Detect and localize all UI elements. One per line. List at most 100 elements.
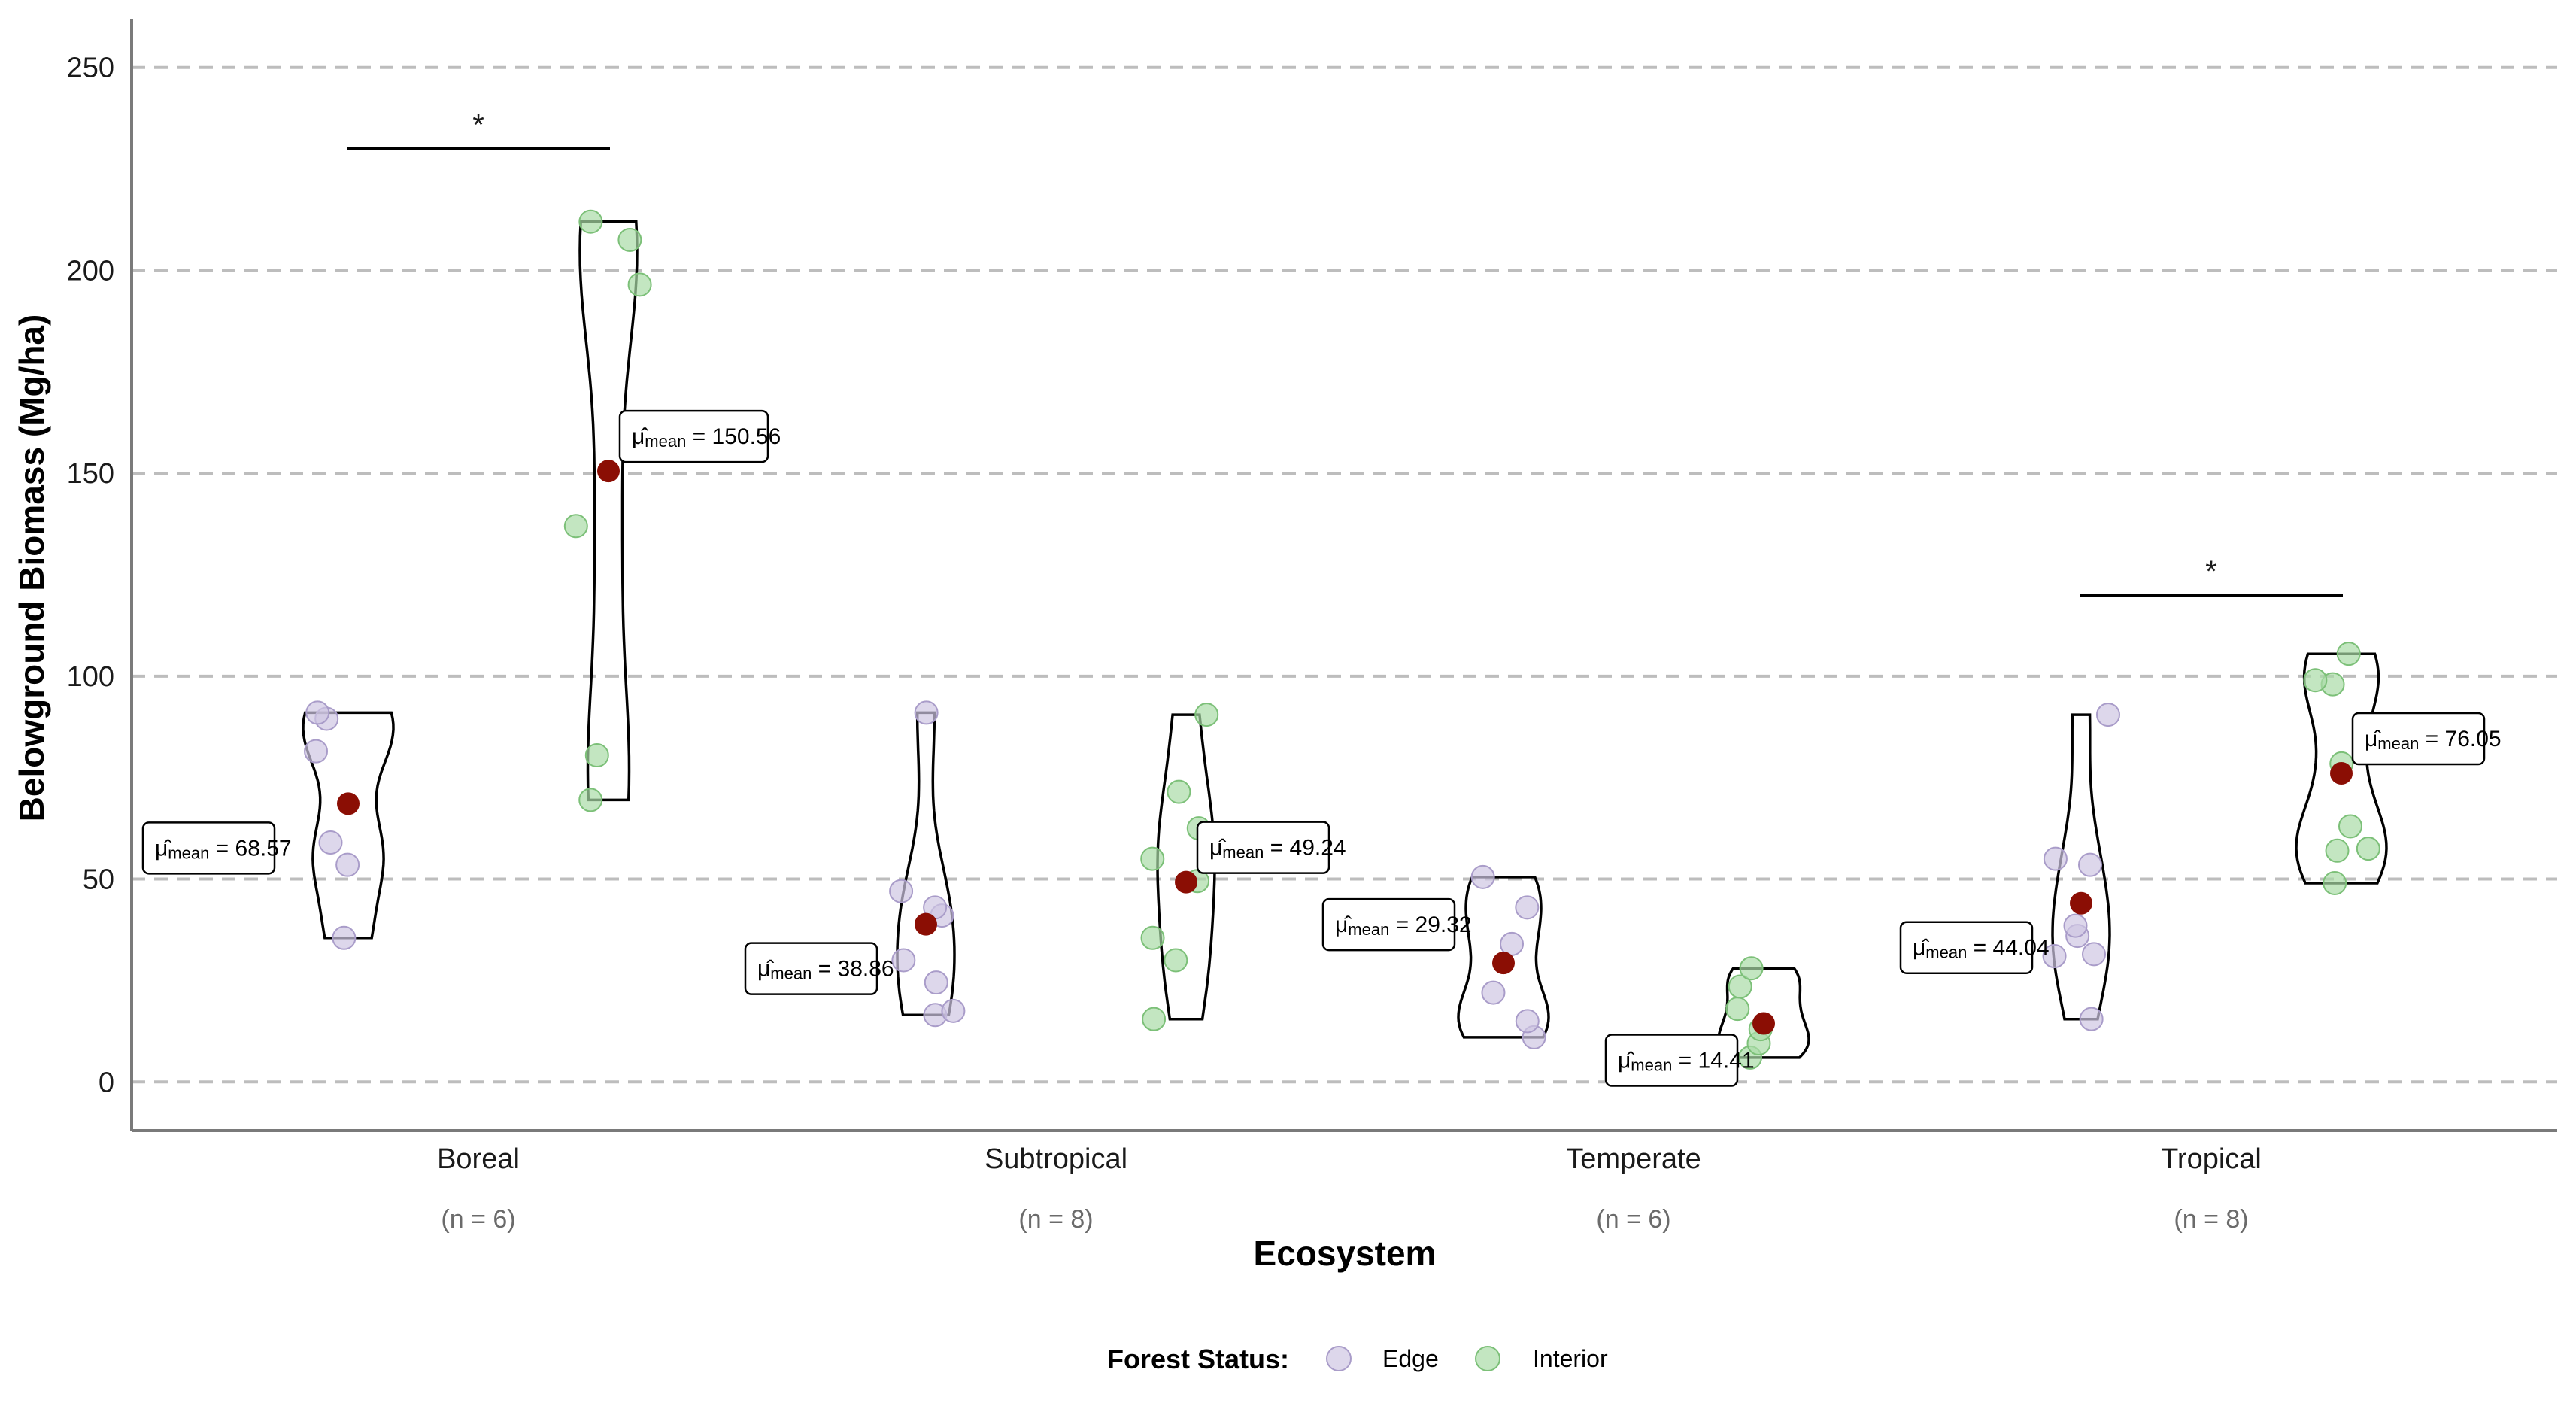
legend: Forest Status: Edge Interior — [1107, 1344, 1608, 1374]
data-point-interior — [1728, 974, 1752, 999]
data-point-edge — [924, 970, 948, 995]
axes: 0 50 100 150 200 250 Boreal (n = 6) Subtropical (… — [67, 19, 2557, 1234]
data-point-edge — [891, 948, 916, 973]
y-axis-title: Belowground Biomass (Mg/ha) — [12, 314, 51, 822]
mean-label-text: μ̂mean = 14.41 — [1618, 1049, 1755, 1075]
data-point-edge — [332, 925, 357, 950]
mean-label-text: μ̂mean = 150.56 — [632, 424, 781, 451]
mean-point — [1492, 952, 1515, 975]
mean-label-text: μ̂mean = 49.24 — [1209, 836, 1346, 862]
data-point-interior — [1167, 779, 1191, 804]
significance-brackets: ** — [347, 109, 2343, 597]
data-point-interior — [2336, 642, 2361, 666]
data-point-edge — [304, 739, 329, 764]
data-point-interior — [2338, 814, 2362, 839]
data-point-interior — [1140, 925, 1165, 950]
mean-point — [1752, 1012, 1775, 1035]
grid-lines — [132, 65, 2557, 1084]
sample-size-label: (n = 8) — [1018, 1205, 1093, 1234]
violin-interior — [1156, 713, 1216, 1021]
significance-label: * — [472, 109, 484, 142]
mean-label-box — [1321, 897, 1456, 952]
mean-label-edge: μ̂mean = 38.86 — [744, 942, 894, 995]
data-point-edge — [889, 879, 914, 903]
mean-label-text: μ̂mean = 68.57 — [155, 836, 292, 862]
data-point-edge — [1500, 931, 1525, 956]
sample-size-label: (n = 6) — [1596, 1205, 1670, 1234]
data-point-interior — [1739, 956, 1764, 981]
mean-label-edge: μ̂mean = 44.04 — [1899, 921, 2050, 974]
data-point-edge — [318, 830, 343, 855]
data-point-edge — [2042, 944, 2067, 969]
data-point-interior — [1194, 703, 1219, 727]
data-point-interior — [2323, 870, 2347, 895]
data-point-interior — [627, 272, 652, 297]
data-point-edge — [2095, 703, 2120, 727]
mean-label-box — [1196, 821, 1330, 874]
data-points — [304, 209, 2380, 1070]
violin-interior — [2295, 652, 2388, 885]
violin-interior — [1717, 967, 1810, 1059]
data-point-interior — [2356, 837, 2380, 861]
data-point-edge — [2063, 913, 2088, 938]
mean-label-box — [744, 942, 878, 995]
mean-label-interior: μ̂mean = 49.24 — [1196, 821, 1346, 874]
sample-size-label: (n = 8) — [2174, 1205, 2248, 1234]
data-point-interior — [2325, 838, 2350, 863]
mean-label-text: μ̂mean = 76.05 — [2365, 727, 2502, 753]
data-point-edge — [1515, 895, 1540, 920]
mean-label-text: μ̂mean = 38.86 — [757, 957, 894, 983]
mean-point — [2070, 891, 2092, 915]
data-point-interior — [563, 514, 588, 539]
mean-label-text: μ̂mean = 44.04 — [1913, 936, 2050, 962]
data-point-edge — [335, 852, 360, 877]
violin-interior — [578, 220, 639, 802]
data-point-edge — [1481, 980, 1506, 1005]
x-tick-label: Subtropical — [985, 1143, 1127, 1175]
data-point-interior — [1725, 997, 1750, 1022]
violin-edge — [302, 711, 395, 940]
x-axis-title: Ecosystem — [1254, 1234, 1437, 1273]
y-tick-label: 250 — [67, 53, 114, 84]
data-point-interior — [1164, 948, 1188, 973]
violin-edge — [2051, 713, 2111, 1021]
data-point-interior — [2303, 668, 2328, 693]
mean-label-edge: μ̂mean = 29.32 — [1321, 897, 1472, 952]
data-point-edge — [2082, 942, 2107, 967]
x-tick-label: Temperate — [1566, 1143, 1701, 1175]
significance-label: * — [2205, 555, 2217, 588]
data-point-edge — [2079, 1007, 2104, 1031]
mean-label-box — [1899, 921, 2034, 974]
mean-label-text: μ̂mean = 29.32 — [1335, 912, 1472, 939]
mean-point — [2330, 762, 2353, 785]
mean-label-box — [618, 409, 769, 463]
data-point-edge — [2077, 852, 2102, 877]
legend-edge-marker — [1326, 1346, 1352, 1371]
y-tick-label: 100 — [67, 661, 114, 693]
mean-point — [597, 460, 620, 483]
data-point-edge — [305, 700, 330, 725]
data-point-edge — [941, 998, 966, 1023]
data-point-interior — [1140, 846, 1165, 871]
mean-label-edge: μ̂mean = 68.57 — [141, 821, 292, 875]
mean-label-box — [2351, 712, 2486, 766]
mean-point — [915, 912, 937, 936]
data-point-edge — [1470, 864, 1495, 889]
data-point-interior — [1142, 1007, 1167, 1031]
mean-label-box — [141, 821, 276, 875]
mean-label-box — [1604, 1034, 1739, 1087]
legend-interior-marker — [1475, 1346, 1500, 1371]
data-point-edge — [914, 700, 939, 725]
mean-point — [337, 792, 360, 815]
y-tick-label: 0 — [99, 1067, 114, 1098]
data-point-interior — [578, 209, 603, 234]
mean-labels: μ̂mean = 68.57 μ̂mean = 150.56 μ̂mean = 38… — [141, 409, 2502, 1087]
legend-title: Forest Status: — [1107, 1344, 1289, 1374]
data-point-interior — [617, 227, 642, 252]
y-tick-label: 200 — [67, 255, 114, 287]
mean-label-interior: μ̂mean = 150.56 — [618, 409, 781, 463]
legend-interior-label: Interior — [1533, 1345, 1608, 1372]
mean-point — [1175, 870, 1197, 894]
y-tick-label: 150 — [67, 458, 114, 490]
